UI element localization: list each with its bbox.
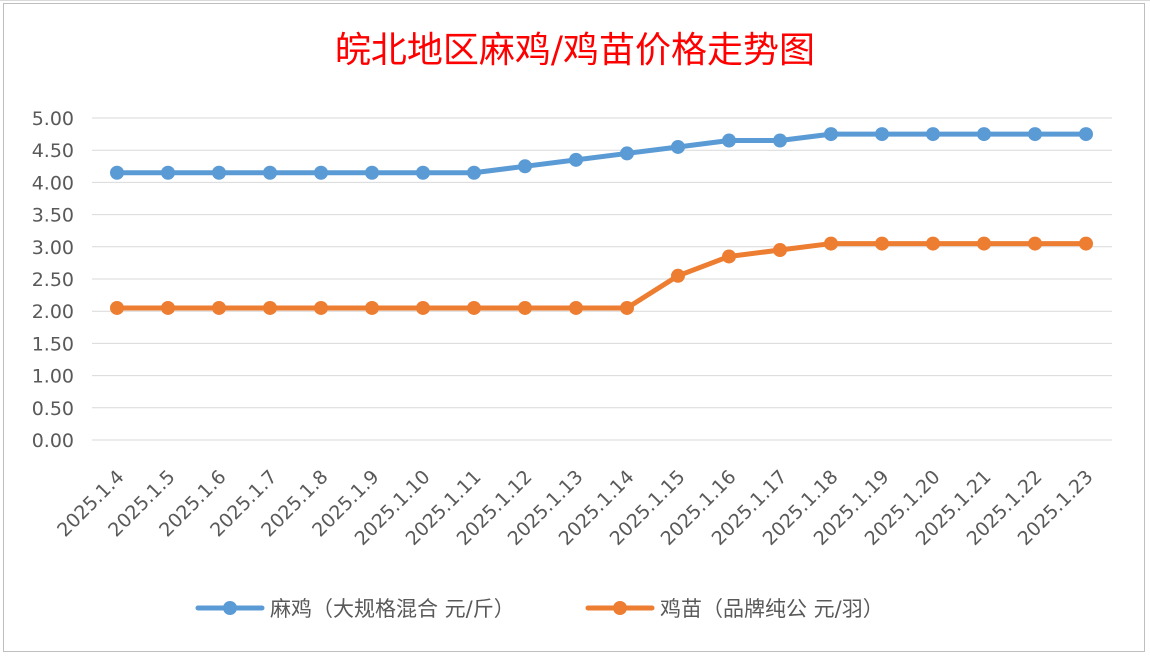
data-point[interactable] <box>722 133 736 148</box>
data-point[interactable] <box>926 236 940 251</box>
legend-swatch-marker <box>223 601 237 615</box>
series-line <box>114 131 1089 176</box>
x-axis: 2025.1.42025.1.52025.1.62025.1.72025.1.8… <box>53 466 1097 550</box>
series-1 <box>110 127 1093 180</box>
y-tick-label: 3.00 <box>32 237 74 259</box>
data-point[interactable] <box>824 127 838 142</box>
series-2 <box>110 236 1093 315</box>
series-line <box>114 241 1089 311</box>
y-tick-label: 5.00 <box>32 108 74 130</box>
data-point[interactable] <box>263 300 277 315</box>
data-point[interactable] <box>518 300 532 315</box>
y-tick-label: 1.50 <box>32 333 74 355</box>
data-point[interactable] <box>467 165 481 180</box>
data-point[interactable] <box>518 159 532 174</box>
y-tick-label: 2.00 <box>32 301 74 323</box>
data-point[interactable] <box>1079 236 1093 251</box>
data-point[interactable] <box>110 300 124 315</box>
data-point[interactable] <box>671 139 685 154</box>
data-point[interactable] <box>773 243 787 258</box>
data-point[interactable] <box>212 300 226 315</box>
data-point[interactable] <box>569 300 583 315</box>
y-tick-label: 3.50 <box>32 205 74 227</box>
data-point[interactable] <box>263 165 277 180</box>
data-point[interactable] <box>926 127 940 142</box>
data-point[interactable] <box>875 127 889 142</box>
data-point[interactable] <box>1079 127 1093 142</box>
data-point[interactable] <box>161 300 175 315</box>
legend-label: 鸡苗（品牌纯公 元/羽） <box>660 597 884 621</box>
data-point[interactable] <box>161 165 175 180</box>
series-plot-area <box>110 127 1093 315</box>
y-axis: 0.00 0.50 1.00 1.50 2.00 2.50 3.00 3.50 4.00 4.50… <box>32 108 74 452</box>
data-point[interactable] <box>977 127 991 142</box>
y-tick-label: 2.50 <box>32 269 74 291</box>
data-point[interactable] <box>722 249 736 264</box>
data-point[interactable] <box>110 165 124 180</box>
data-point[interactable] <box>1028 127 1042 142</box>
legend[interactable]: 麻鸡（大规格混合 元/斤） 鸡苗（品牌纯公 元/羽） <box>195 597 884 621</box>
legend-swatch-marker <box>613 601 627 615</box>
data-point[interactable] <box>365 300 379 315</box>
data-point[interactable] <box>467 300 481 315</box>
data-point[interactable] <box>773 133 787 148</box>
data-point[interactable] <box>212 165 226 180</box>
legend-label: 麻鸡（大规格混合 元/斤） <box>270 597 515 621</box>
y-tick-label: 0.50 <box>32 398 74 420</box>
chart-title: 皖北地区麻鸡/鸡苗价格走势图 <box>335 30 815 71</box>
data-point[interactable] <box>875 236 889 251</box>
data-point[interactable] <box>620 300 634 315</box>
data-point[interactable] <box>569 152 583 167</box>
gridlines <box>92 117 1112 441</box>
data-point[interactable] <box>671 268 685 283</box>
chart-frame[interactable] <box>3 3 1145 652</box>
data-point[interactable] <box>314 165 328 180</box>
legend-item[interactable]: 鸡苗（品牌纯公 元/羽） <box>585 597 884 621</box>
data-point[interactable] <box>824 236 838 251</box>
y-tick-label: 0.00 <box>32 430 74 452</box>
y-tick-label: 4.00 <box>32 172 74 194</box>
data-point[interactable] <box>314 300 328 315</box>
data-point[interactable] <box>416 165 430 180</box>
legend-item[interactable]: 麻鸡（大规格混合 元/斤） <box>195 597 515 621</box>
y-tick-label: 4.50 <box>32 140 74 162</box>
data-point[interactable] <box>1028 236 1042 251</box>
data-point[interactable] <box>416 300 430 315</box>
data-point[interactable] <box>620 146 634 161</box>
y-tick-label: 1.00 <box>32 366 74 388</box>
data-point[interactable] <box>365 165 379 180</box>
data-point[interactable] <box>977 236 991 251</box>
